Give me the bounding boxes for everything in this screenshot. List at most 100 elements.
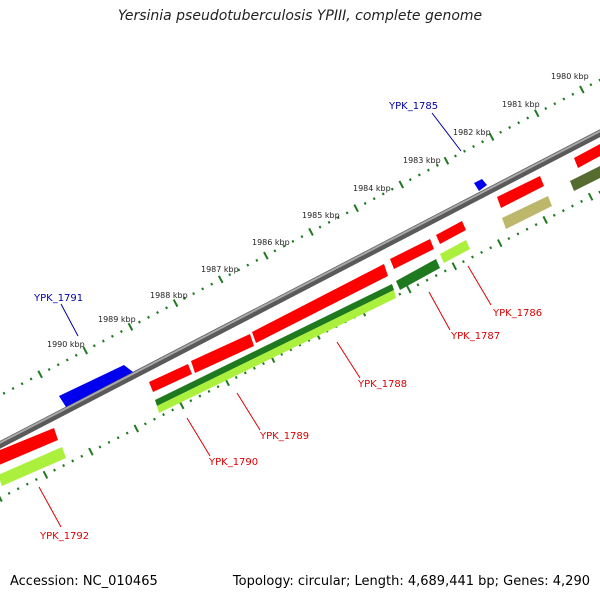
scale-tick-minor <box>80 454 84 458</box>
scale-tick-minor <box>11 386 15 391</box>
genome-backbone <box>0 129 600 449</box>
scale-tick-minor <box>125 431 129 435</box>
scale-tick-minor <box>71 459 75 463</box>
scale-tick-minor <box>534 223 538 227</box>
gene-ypk-1792-shape[interactable] <box>0 428 58 465</box>
scale-tick-major <box>451 262 458 271</box>
scale-tick-minor <box>74 353 78 357</box>
scale-tick-minor <box>454 154 457 158</box>
gene-ypk-1792-rev-shape[interactable] <box>0 447 66 486</box>
scale-tick-major <box>579 85 585 94</box>
gene-label-ypk-1790[interactable]: YPK_1790 <box>208 457 258 468</box>
gene-ypk-1791-shape[interactable] <box>59 365 133 407</box>
gene-ypk-1790-shape[interactable] <box>149 364 192 392</box>
scale-tick-minor <box>417 173 421 177</box>
gene-ypk-1785-rev-shape[interactable] <box>570 166 600 191</box>
scale-tick-major <box>82 346 89 355</box>
blue-features <box>59 179 487 407</box>
gene-label-ypk-1787[interactable]: YPK_1787 <box>450 331 500 342</box>
scale-tick-major <box>443 156 450 165</box>
scale-tick-minor <box>116 436 120 440</box>
scale-tick-minor <box>2 391 6 395</box>
scale-label-1988: 1988 kbp <box>150 291 188 300</box>
scale-tick-minor <box>20 382 24 386</box>
outer-scale-track <box>2 78 600 395</box>
gene-ypk-1786-rev-shape[interactable] <box>502 196 552 229</box>
scale-tick-minor <box>291 239 295 243</box>
scale-label-1986: 1986 kbp <box>252 238 290 247</box>
leader-lines <box>38 112 492 528</box>
scale-tick-major <box>497 239 503 248</box>
gene-ypk-1786-shape[interactable] <box>497 176 544 208</box>
scale-tick-minor <box>561 209 565 213</box>
genome-backbone-highlight <box>0 130 600 444</box>
scale-tick-minor <box>435 163 439 167</box>
gene-label-ypk-1791[interactable]: YPK_1791 <box>33 293 83 304</box>
scale-tick-minor <box>426 168 430 172</box>
scale-tick-minor <box>107 440 111 444</box>
gene-ypk-1788a-shape[interactable] <box>390 239 434 269</box>
scale-label-1987: 1987 kbp <box>201 265 239 274</box>
gene-ypk-1787-shape[interactable] <box>436 221 466 244</box>
scale-tick-minor <box>300 235 304 239</box>
scale-tick-minor <box>62 464 66 468</box>
scale-tick-minor <box>552 213 556 217</box>
scale-tick-minor <box>526 116 530 120</box>
scale-tick-minor <box>425 278 429 282</box>
scale-tick-minor <box>246 263 250 267</box>
scale-tick-major <box>0 495 3 503</box>
scale-label-1984: 1984 kbp <box>353 184 391 193</box>
gene-labels: YPK_1785 YPK_1791 YPK_1786 YPK_1787 YPK_… <box>33 101 542 542</box>
gene-label-ypk-1786[interactable]: YPK_1786 <box>492 308 542 319</box>
scale-label-1981: 1981 kbp <box>502 100 540 109</box>
topology-summary: Topology: circular; Length: 4,689,441 bp… <box>232 574 590 589</box>
scale-tick-minor <box>398 292 402 296</box>
accession-text: Accession: NC_010465 <box>10 574 158 589</box>
gene-ypk-1787-rev-shape[interactable] <box>440 240 470 263</box>
scale-tick-major <box>533 109 540 118</box>
scale-tick-minor <box>416 283 420 287</box>
scale-tick-major <box>398 180 405 189</box>
scale-tick-minor <box>434 274 438 278</box>
gene-label-ypk-1788[interactable]: YPK_1788 <box>357 379 407 390</box>
scale-tick-minor <box>255 258 259 262</box>
scale-tick-minor <box>499 130 503 134</box>
scale-tick-minor <box>165 306 168 310</box>
scale-tick-major <box>263 251 269 260</box>
scale-tick-major <box>172 299 179 308</box>
scale-tick-minor <box>471 255 474 259</box>
scale-tick-minor <box>234 375 238 380</box>
scale-tick-major <box>179 401 185 410</box>
gene-ypk-1788-rev-dark[interactable] <box>155 284 394 406</box>
scale-tick-minor <box>101 339 105 343</box>
scale-tick-minor <box>571 92 575 96</box>
scale-labels: 1980 kbp 1981 kbp 1982 kbp 1983 kbp 1984… <box>47 72 589 349</box>
scale-tick-minor <box>207 389 211 393</box>
gene-ypk-1788-shape[interactable] <box>252 264 388 343</box>
scale-tick-major <box>88 447 94 456</box>
gene-label-ypk-1785[interactable]: YPK_1785 <box>388 101 438 112</box>
gene-ypk-1785-shape[interactable] <box>574 144 600 168</box>
scale-tick-minor <box>56 363 60 367</box>
scale-tick-major <box>217 275 224 284</box>
scale-tick-minor <box>381 192 385 196</box>
gene-ypk-1785-blue-shape[interactable] <box>474 179 487 191</box>
scale-tick-minor <box>7 491 11 495</box>
scale-tick-minor <box>336 216 340 220</box>
gene-ypk-1787b-rev-shape[interactable] <box>396 259 440 290</box>
scale-tick-minor <box>327 220 331 224</box>
scale-tick-minor <box>252 366 256 370</box>
scale-tick-minor <box>345 211 349 215</box>
gene-label-ypk-1792[interactable]: YPK_1792 <box>39 531 89 542</box>
gene-ypk-1789-shape[interactable] <box>191 334 254 373</box>
scale-tick-minor <box>34 477 38 481</box>
scale-tick-minor <box>480 250 484 254</box>
scale-tick-minor <box>216 385 220 389</box>
scale-tick-major <box>542 215 548 224</box>
scale-tick-minor <box>153 417 156 421</box>
scale-tick-minor <box>228 273 232 277</box>
scale-tick-major <box>127 322 134 331</box>
scale-tick-minor <box>156 311 159 315</box>
gene-label-ypk-1789[interactable]: YPK_1789 <box>259 431 309 442</box>
gene-ypk-1788-rev-light[interactable] <box>157 290 396 413</box>
